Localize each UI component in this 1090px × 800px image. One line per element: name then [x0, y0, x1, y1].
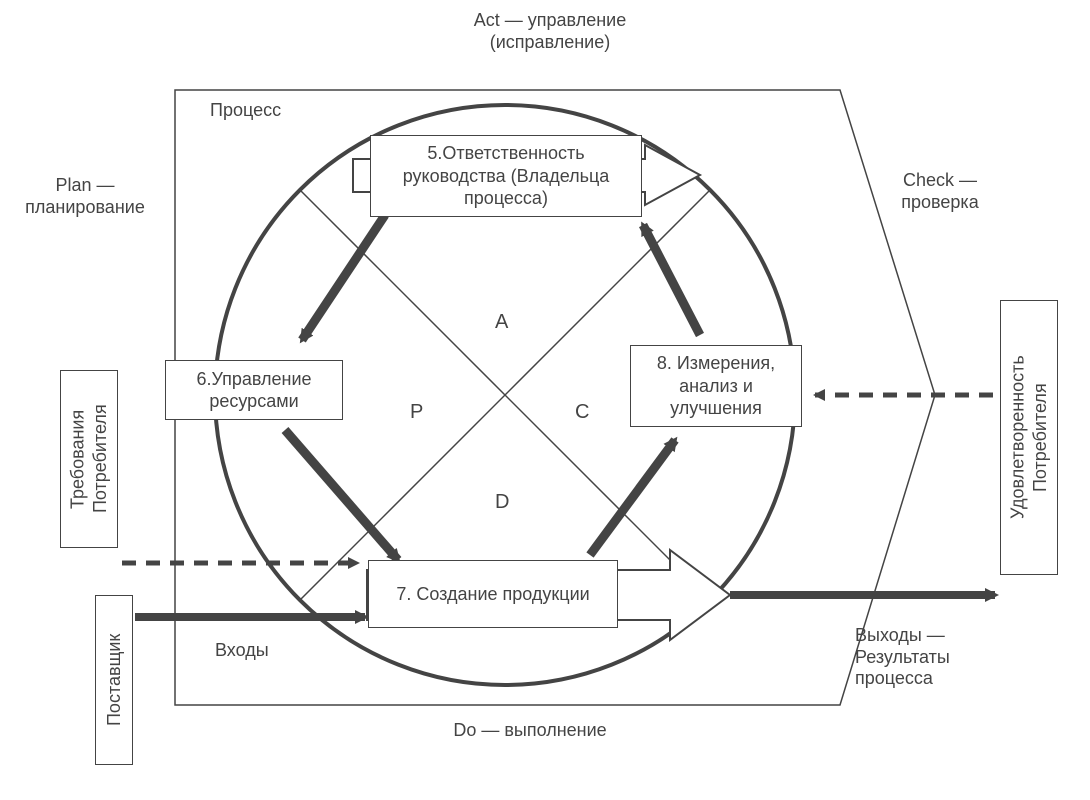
quadrant-d: D [495, 490, 509, 514]
box-8-measurement: 8. Измерения, анализ и улучшения [630, 345, 802, 427]
box-requirements-text: Требования Потребителя [67, 375, 112, 543]
box-8-text: 8. Измерения, анализ и улучшения [639, 352, 793, 420]
box-supplier-text: Поставщик [103, 634, 126, 726]
label-inputs: Входы [215, 640, 315, 662]
quadrant-a: A [495, 310, 508, 334]
box-satisfaction-text: Удовлетворенность Потребителя [1007, 305, 1052, 570]
label-process: Процесс [210, 100, 330, 122]
diagram-stage: Act — управление (исправление) Plan — пл… [0, 0, 1090, 800]
box-6-resources: 6.Управление ресурсами [165, 360, 343, 420]
box-5-responsibility: 5.Ответственность руководства (Владельца… [370, 135, 642, 217]
box-7-text: 7. Создание продукции [396, 583, 589, 606]
label-do: Do — выполнение [400, 720, 660, 742]
box-satisfaction: Удовлетворенность Потребителя [1000, 300, 1058, 575]
box-requirements: Требования Потребителя [60, 370, 118, 548]
label-act: Act — управление (исправление) [420, 10, 680, 53]
label-outputs: Выходы — Результаты процесса [855, 625, 1025, 690]
label-plan: Plan — планирование [5, 175, 165, 218]
box-supplier: Поставщик [95, 595, 133, 765]
box-7-production: 7. Создание продукции [368, 560, 618, 628]
box-5-text: 5.Ответственность руководства (Владельца… [379, 142, 633, 210]
box-6-text: 6.Управление ресурсами [174, 368, 334, 413]
quadrant-p: P [410, 400, 423, 424]
label-check: Check — проверка [870, 170, 1010, 213]
quadrant-c: C [575, 400, 589, 424]
